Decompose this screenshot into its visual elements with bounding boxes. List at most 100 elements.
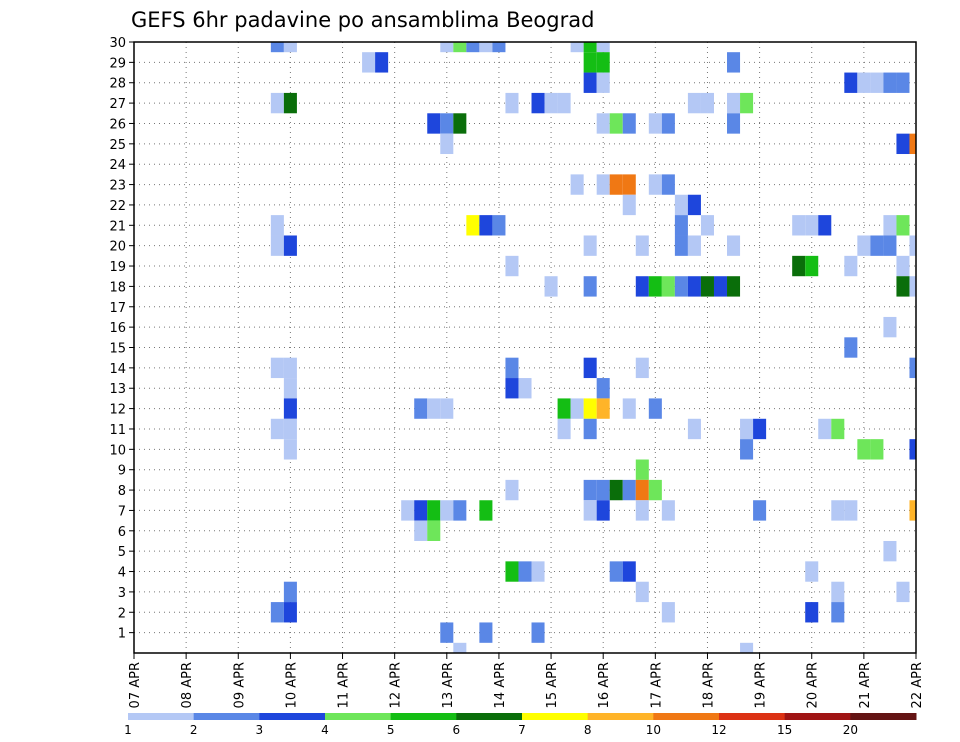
heatmap-cell <box>883 72 897 93</box>
heatmap-cell <box>283 92 297 114</box>
y-tick-label: 2 <box>118 606 126 621</box>
heatmap-cell <box>831 418 845 440</box>
heatmap-cell <box>727 92 741 114</box>
heatmap-cell <box>844 255 858 277</box>
heatmap-cell <box>609 113 623 134</box>
x-tick-label: 22 APR <box>910 662 925 708</box>
legend-swatch <box>259 713 326 720</box>
heatmap-cell <box>661 276 675 297</box>
heatmap-cell <box>805 602 819 623</box>
legend-label: 5 <box>387 723 395 737</box>
heatmap-cell <box>596 398 610 419</box>
legend-label: 1 <box>124 723 132 737</box>
x-tick-label: 14 APR <box>493 662 508 708</box>
legend-swatch <box>522 713 589 720</box>
legend-label: 20 <box>843 723 858 737</box>
heatmap-cell <box>857 72 871 93</box>
legend-swatch <box>193 713 260 720</box>
heatmap-cell <box>896 133 910 155</box>
heatmap-cell <box>648 113 662 134</box>
heatmap-cell <box>805 561 819 582</box>
heatmap-cell <box>661 602 675 623</box>
heatmap-cell <box>883 215 897 236</box>
y-tick-label: 10 <box>109 443 126 458</box>
x-tick-label: 18 APR <box>701 662 716 708</box>
heatmap-cell <box>727 113 741 134</box>
legend-label: 7 <box>518 723 526 737</box>
x-tick-label: 21 APR <box>858 662 873 708</box>
heatmap-cell <box>427 500 441 521</box>
heatmap-cell <box>596 174 610 195</box>
y-tick-label: 26 <box>109 117 126 132</box>
x-tick-label: 08 APR <box>180 662 195 708</box>
y-tick-label: 6 <box>118 525 126 540</box>
heatmap-cell <box>687 235 701 256</box>
heatmap-cell <box>479 622 493 643</box>
heatmap-cell <box>661 174 675 195</box>
heatmap-cell <box>505 357 519 379</box>
legend-label: 10 <box>646 723 661 737</box>
legend-label: 3 <box>256 723 264 737</box>
heatmap-cell <box>674 235 688 256</box>
heatmap-cell <box>740 439 754 460</box>
heatmap-cell <box>283 581 297 603</box>
y-tick-label: 22 <box>109 199 126 214</box>
heatmap-cell <box>596 479 610 501</box>
heatmap-cell <box>792 215 806 236</box>
heatmap-cell <box>831 602 845 623</box>
heatmap-cell <box>570 42 584 53</box>
heatmap-cell <box>727 235 741 256</box>
heatmap-cell <box>440 113 454 134</box>
y-tick-label: 18 <box>109 280 126 295</box>
heatmap-cell <box>909 235 916 256</box>
heatmap-cell <box>283 378 297 399</box>
heatmap-cell <box>557 398 571 419</box>
heatmap-cell <box>270 215 284 236</box>
legend-swatch <box>719 713 786 720</box>
y-tick-label: 13 <box>109 382 126 397</box>
heatmap-cell <box>857 235 871 256</box>
heatmap-cell <box>583 276 597 297</box>
heatmap-cell <box>753 418 767 440</box>
heatmap-cell <box>740 642 754 653</box>
heatmap-cell <box>440 42 454 53</box>
heatmap-cell <box>427 113 441 134</box>
legend-label: 15 <box>777 723 792 737</box>
color-legend: 1 2 3 4 5 6 7 8 10 12 15 20 <box>124 713 917 737</box>
legend-swatch <box>456 713 523 720</box>
heatmap-cell <box>414 520 428 541</box>
heatmap-cell <box>818 215 832 236</box>
heatmap-cell <box>635 581 649 603</box>
heatmap-cell <box>883 540 897 562</box>
heatmap-cell <box>283 418 297 440</box>
heatmap-cell <box>661 500 675 521</box>
heatmap-cell <box>518 378 532 399</box>
heatmap-cell <box>283 602 297 623</box>
heatmap-cell <box>283 235 297 256</box>
heatmap-cell <box>453 113 467 134</box>
y-tick-label: 16 <box>109 321 126 336</box>
heatmap-cell <box>583 357 597 379</box>
heatmap-cell <box>648 479 662 501</box>
heatmap-cell <box>531 622 545 643</box>
heatmap-cell <box>635 357 649 379</box>
heatmap-cell <box>700 92 714 114</box>
legend-label: 2 <box>190 723 198 737</box>
heatmap-cell <box>492 42 506 53</box>
heatmap-cell <box>583 235 597 256</box>
x-tick-label: 11 APR <box>337 662 352 708</box>
heatmap-cell <box>583 42 597 53</box>
legend-label: 12 <box>711 723 726 737</box>
heatmap-cell <box>857 439 871 460</box>
heatmap-cell <box>596 52 610 73</box>
legend-swatch <box>653 713 720 720</box>
heatmap-cell <box>270 602 284 623</box>
heatmap-cell <box>440 398 454 419</box>
y-tick-label: 12 <box>109 403 126 418</box>
x-tick-label: 16 APR <box>597 662 612 708</box>
y-tick-label: 4 <box>118 566 126 581</box>
heatmap-cell <box>896 215 910 236</box>
y-tick-label: 24 <box>109 158 126 173</box>
heatmap-cell <box>609 479 623 501</box>
